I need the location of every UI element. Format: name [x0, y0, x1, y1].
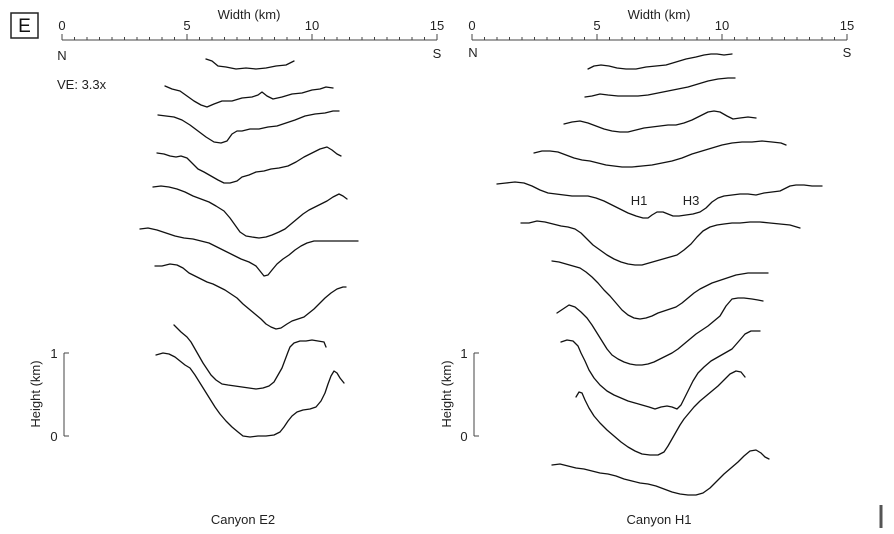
right-north-label: N: [468, 45, 477, 60]
right-tick-label-10: 10: [715, 18, 729, 33]
h1-profile-7: [551, 260, 769, 320]
vertical-exaggeration-label: VE: 3.3x: [57, 77, 107, 92]
panel-label-box: [10, 12, 39, 39]
e2-profile-7: [154, 263, 347, 330]
e2-profile-8: [173, 324, 327, 390]
left-tick-label-15: 15: [430, 18, 444, 33]
right-width-axis-title: Width (km): [628, 7, 691, 22]
right-height-scale: [473, 352, 479, 437]
right-caption: Canyon H1: [626, 512, 691, 527]
e2-profile-6: [139, 227, 359, 277]
left-height-axis-title: Height (km): [28, 360, 43, 427]
h1-profile-4: [533, 140, 787, 168]
right-profiles: [496, 53, 823, 496]
annotation-h3: H3: [683, 193, 700, 208]
e2-profile-4: [156, 146, 342, 184]
e2-profile-3: [157, 110, 340, 144]
right-tick-label-15: 15: [840, 18, 854, 33]
h1-profile-5: [496, 181, 823, 219]
panel-label: E: [18, 16, 31, 37]
h1-profile-2: [584, 77, 736, 98]
h1-profile-9: [560, 330, 761, 410]
left-profiles: [139, 58, 359, 438]
h1-profile-1: [587, 53, 733, 70]
right-width-axis: [471, 34, 848, 41]
h1-profile-8: [556, 297, 764, 366]
left-width-axis-title: Width (km): [218, 7, 281, 22]
right-height-tick-0: 0: [460, 429, 467, 444]
h1-profile-6: [520, 220, 801, 266]
left-caption: Canyon E2: [211, 512, 275, 527]
right-south-label: S: [843, 45, 852, 60]
h1-profile-10: [575, 370, 746, 456]
h1-profile-3: [563, 110, 757, 133]
left-width-axis: [61, 34, 438, 41]
left-tick-label-0: 0: [58, 18, 65, 33]
annotation-h1: H1: [631, 193, 648, 208]
right-panel: Width (km): [439, 7, 854, 527]
right-height-tick-1: 1: [460, 346, 467, 361]
right-height-axis-title: Height (km): [439, 360, 454, 427]
left-tick-label-5: 5: [183, 18, 190, 33]
right-tick-label-5: 5: [593, 18, 600, 33]
left-south-label: S: [433, 46, 442, 61]
e2-profile-1: [205, 58, 295, 70]
left-height-tick-1: 1: [50, 346, 57, 361]
e2-profile-2: [164, 85, 334, 108]
left-panel: Width (km): [28, 7, 444, 527]
e2-profile-9: [155, 352, 345, 438]
left-height-tick-0: 0: [50, 429, 57, 444]
h1-profile-11: [551, 449, 770, 496]
right-tick-label-0: 0: [468, 18, 475, 33]
left-north-label: N: [57, 48, 66, 63]
left-height-scale: [63, 352, 69, 437]
e2-profile-5: [152, 185, 348, 239]
left-tick-label-10: 10: [305, 18, 319, 33]
